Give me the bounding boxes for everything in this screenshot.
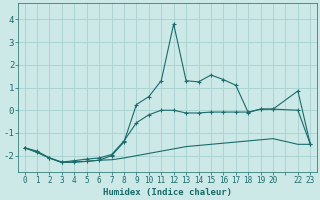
X-axis label: Humidex (Indice chaleur): Humidex (Indice chaleur): [103, 188, 232, 197]
